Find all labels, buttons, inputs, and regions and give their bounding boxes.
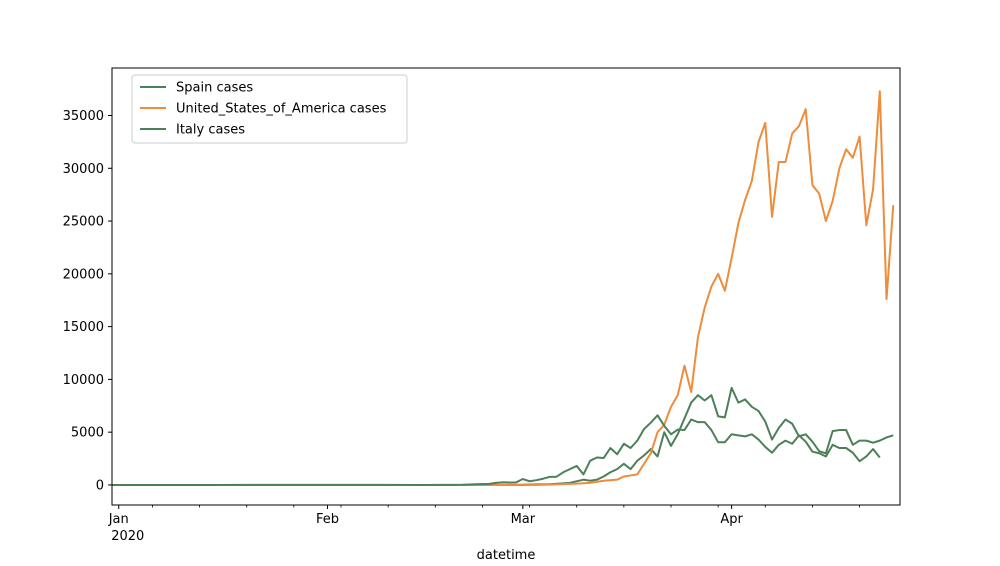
- legend-box: [131, 74, 408, 144]
- legend: Spain cases United_States_of_America case…: [131, 74, 408, 144]
- y-axis: 0 5000 10000 15000 20000 25000 30000 35000: [63, 109, 112, 493]
- series-lines: [112, 90, 895, 486]
- y-tick-label: 5000: [71, 426, 104, 441]
- y-tick-label: 35000: [63, 109, 104, 124]
- y-tick-label: 25000: [63, 215, 104, 230]
- y-tick-label: 10000: [63, 373, 104, 388]
- x-axis-label: datetime: [477, 548, 536, 563]
- y-tick-label: 15000: [63, 320, 104, 335]
- legend-label-0: Spain cases: [176, 81, 253, 96]
- legend-label-2: Italy cases: [176, 123, 245, 138]
- x-tick-label: Jan: [108, 512, 129, 527]
- axes-border: [111, 67, 901, 506]
- x-axis: Jan 2020 Feb Mar Apr: [108, 505, 860, 544]
- series-line-1: [112, 90, 895, 486]
- x-tick-label: Apr: [720, 512, 743, 527]
- y-tick-label: 20000: [63, 267, 104, 282]
- y-tick-label: 0: [96, 478, 104, 493]
- x-tick-label: Feb: [316, 512, 339, 527]
- x-tick-label: Mar: [511, 512, 536, 527]
- series-line-2: [112, 414, 881, 486]
- y-tick-label: 30000: [63, 162, 104, 177]
- legend-label-1: United_States_of_America cases: [176, 102, 387, 117]
- axes-frame: [111, 67, 901, 506]
- x-tick-sublabel: 2020: [111, 529, 144, 544]
